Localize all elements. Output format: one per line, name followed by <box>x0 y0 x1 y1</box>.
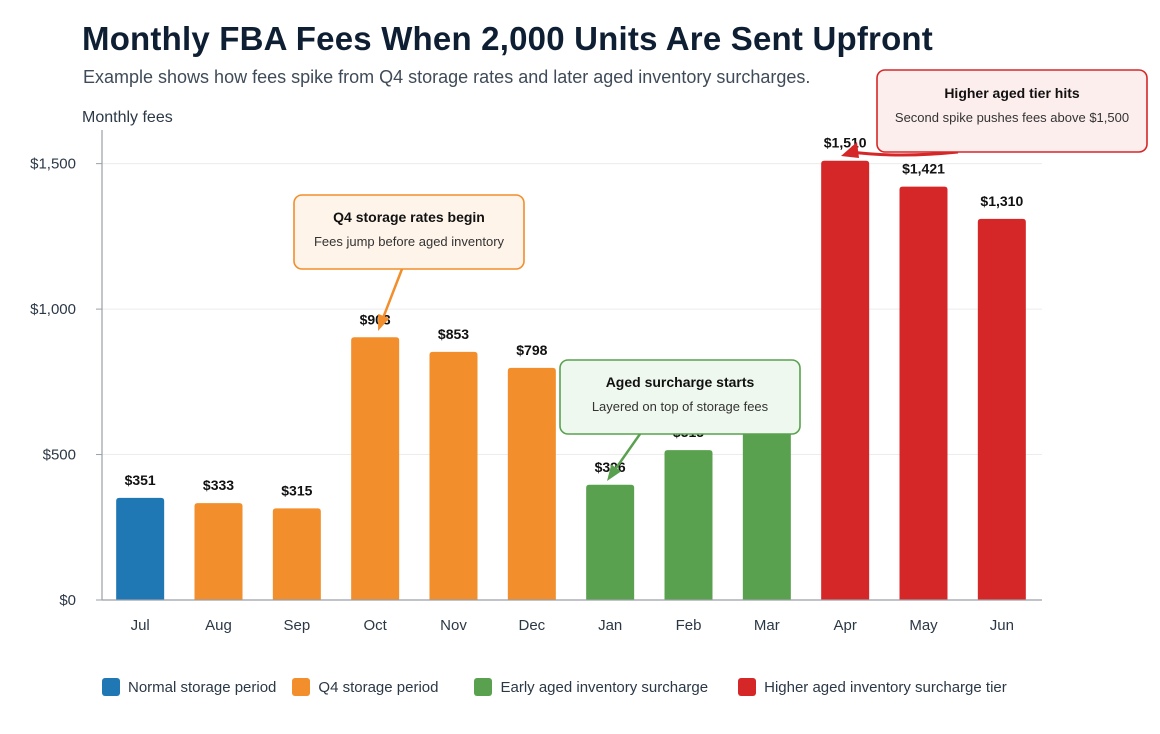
bar-nov <box>429 351 478 600</box>
legend-label-q4: Q4 storage period <box>318 678 439 696</box>
x-tick-label: Dec <box>518 617 545 634</box>
bar-aug <box>194 503 243 600</box>
data-label: $1,421 <box>902 161 945 177</box>
chart-subtitle: Example shows how fees spike from Q4 sto… <box>83 67 811 87</box>
bar-jun <box>977 218 1026 600</box>
callout-arrowhead <box>378 313 390 331</box>
callout-title: Q4 storage rates begin <box>333 209 485 225</box>
callout-arrow <box>611 433 642 474</box>
callout-title: Higher aged tier hits <box>944 85 1080 101</box>
callout-arrow <box>850 150 959 157</box>
legend-item-early: Early aged inventory surcharge <box>474 678 708 696</box>
bar-jul <box>116 497 165 600</box>
y-tick-label: $1,000 <box>30 301 76 318</box>
x-tick-label: Feb <box>676 617 702 634</box>
data-label: $853 <box>438 326 469 342</box>
callout-arrowhead <box>841 142 859 158</box>
y-tick-label: $500 <box>43 447 76 464</box>
callout-box <box>293 194 525 270</box>
bar-sep <box>272 508 321 600</box>
x-tick-label: Jun <box>990 617 1014 634</box>
chart-title: Monthly FBA Fees When 2,000 Units Are Se… <box>82 20 933 57</box>
legend-swatch-early <box>474 678 493 696</box>
y-tick-label: $1,500 <box>30 156 76 173</box>
bar-mar <box>742 431 791 600</box>
callout-arrow <box>381 268 404 321</box>
callout-box <box>876 69 1148 153</box>
x-tick-label: Mar <box>754 617 780 634</box>
bar-feb <box>664 450 713 600</box>
x-tick-label: Jul <box>131 617 150 634</box>
data-label: $798 <box>516 342 547 358</box>
data-label: $1,510 <box>824 135 867 151</box>
bar-oct <box>351 337 400 600</box>
x-tick-label: Nov <box>440 617 467 634</box>
callout-text: Fees jump before aged inventory <box>314 234 505 249</box>
callout-text: Second spike pushes fees above $1,500 <box>895 110 1129 125</box>
callout-title: Aged surcharge starts <box>606 374 755 390</box>
data-label: $333 <box>203 477 234 493</box>
legend-swatch-q4 <box>292 678 311 696</box>
x-tick-label: Oct <box>363 617 387 634</box>
legend-item-high: Higher aged inventory surcharge tier <box>738 678 1007 696</box>
x-tick-label: Aug <box>205 617 232 634</box>
callout-box <box>559 359 801 435</box>
legend-label-early: Early aged inventory surcharge <box>500 678 709 696</box>
legend-item-q4: Q4 storage period <box>292 678 438 696</box>
y-axis-label: Monthly fees <box>82 109 173 126</box>
data-label: $1,310 <box>980 193 1023 209</box>
x-tick-label: Sep <box>283 617 310 634</box>
legend-item-normal: Normal storage period <box>102 678 276 696</box>
callout-text: Layered on top of storage fees <box>592 399 769 414</box>
bar-may <box>899 186 948 601</box>
legend-label-normal: Normal storage period <box>128 678 277 696</box>
data-label: $315 <box>281 482 312 498</box>
bar-apr <box>821 160 870 600</box>
legend-swatch-normal <box>102 678 120 696</box>
bar-jan <box>586 484 635 600</box>
x-tick-label: Jan <box>598 617 622 634</box>
y-tick-label: $0 <box>59 592 76 609</box>
legend: Normal storage period Q4 storage period … <box>102 678 1023 696</box>
legend-label-high: Higher aged inventory surcharge tier <box>764 678 1007 696</box>
legend-swatch-high <box>738 678 757 696</box>
x-tick-label: May <box>909 617 938 634</box>
bar-dec <box>507 367 556 600</box>
callout-arrowhead <box>607 464 622 481</box>
x-tick-label: Apr <box>833 617 856 634</box>
data-label: $351 <box>125 472 156 488</box>
